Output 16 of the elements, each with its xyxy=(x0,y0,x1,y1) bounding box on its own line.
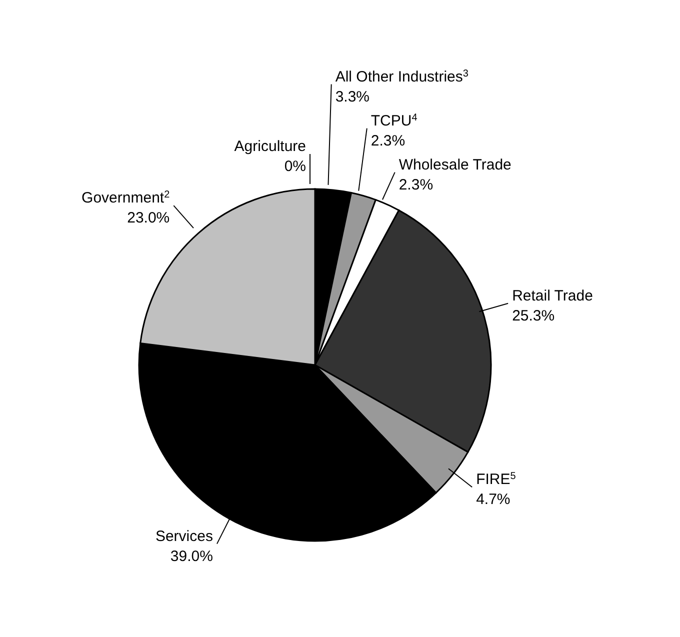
text: 0% xyxy=(284,158,306,175)
data-label: 25.3% xyxy=(512,307,555,324)
slice-label: FIRE$^{5}$ xyxy=(476,470,516,488)
category-label: Agriculture xyxy=(234,138,306,155)
slice-label: Government$^{2}$ xyxy=(82,189,170,207)
data-label: 3.3% xyxy=(335,88,370,106)
slice-label: Services xyxy=(155,528,213,545)
data-label: 2.3% xyxy=(370,132,406,150)
data-label: 23.0% xyxy=(127,210,170,227)
slice-label: TCPU$^{4}$ xyxy=(370,112,418,130)
data-label: 4.7% xyxy=(476,491,510,508)
slice-label: All Other Industries$^{3}$ xyxy=(335,68,469,86)
slice-label: Wholesale Trade xyxy=(398,156,512,174)
slice-label: Retail Trade xyxy=(512,287,593,304)
data-label: 39.0% xyxy=(170,548,213,565)
data-label: 2.3% xyxy=(398,176,434,194)
